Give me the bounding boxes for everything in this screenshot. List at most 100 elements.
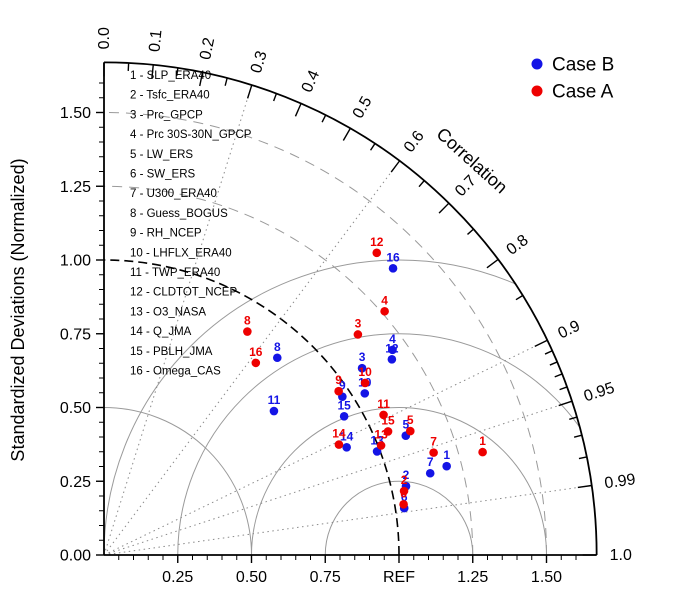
- point-label: 6: [401, 490, 408, 504]
- variable-list-item: 10 - LHFLX_ERA40: [130, 247, 232, 259]
- correlation-tick-label: 1.0: [610, 547, 632, 564]
- y-axis-title: Standardized Deviations (Normalized): [8, 158, 28, 461]
- point-label: 12: [385, 341, 399, 355]
- point-label: 2: [403, 468, 410, 482]
- data-point-case-a-9: [334, 386, 343, 396]
- correlation-tick: [577, 484, 592, 489]
- legend-marker: [531, 58, 543, 70]
- correlation-tick-label: 0.0: [96, 27, 113, 49]
- data-point-case-a-16: [251, 358, 261, 368]
- y-tick-label: 0.25: [60, 474, 91, 491]
- chart-graphics: 0.25 0.50 0.75 REF 1.25 1.500.000.250.500.751…: [60, 27, 637, 586]
- data-point-case-b-1: [442, 461, 451, 471]
- x-tick-label: 0.25: [162, 569, 193, 586]
- variable-list-item: 9 - RH_NCEP: [130, 228, 202, 240]
- data-point-case-a-6: [399, 500, 408, 509]
- y-tick-label: 0.75: [60, 326, 91, 343]
- point-label: 7: [427, 455, 434, 469]
- variable-list: 1 - SLP_ERA40 2 - Tsfc_ERA40 3 - Prc_GPCP 4…: [130, 70, 252, 378]
- x-tick-label: 1.50: [531, 569, 562, 586]
- variable-list-item: 16 - Omega_CAS: [130, 366, 221, 378]
- data-point-case-b-7: [425, 468, 435, 478]
- point-label: 12: [370, 235, 384, 249]
- x-tick-label: REF: [383, 569, 415, 586]
- data-point-case-a-4: [380, 306, 389, 316]
- legend-label: Case A: [552, 82, 614, 103]
- correlation-tick-label: 0.95: [582, 380, 617, 406]
- data-point-case-a-3: [353, 330, 363, 339]
- legend-item: Case B: [531, 55, 614, 76]
- point-label: 3: [359, 350, 366, 364]
- legend-marker: [531, 85, 543, 97]
- variable-list-item: 2 - Tsfc_ERA40: [130, 90, 210, 102]
- data-point-case-a-2: [399, 486, 409, 496]
- data-points-layer: 1234567891011121314151612345678910111213…: [243, 235, 487, 513]
- correlation-tick: [558, 400, 573, 407]
- correlation-tick: [559, 386, 568, 391]
- x-tick-label: 0.50: [236, 569, 267, 586]
- variable-list-item: 12 - CLDTOT_NCEP: [130, 287, 237, 299]
- correlation-tick: [486, 258, 499, 269]
- rms-arc: [251, 407, 547, 555]
- correlation-ray: [103, 339, 548, 556]
- data-point-case-a-1: [478, 447, 487, 457]
- rms-arc: [177, 333, 597, 555]
- correlation-tick-label: 0.2: [197, 36, 218, 61]
- point-label: 14: [340, 429, 354, 443]
- rms-arc: [104, 259, 597, 555]
- y-tick-label: 1.25: [60, 179, 91, 196]
- variable-list-item: 13 - O3_NASA: [130, 306, 206, 318]
- correlation-tick: [176, 67, 179, 76]
- ref-std-arc: [103, 259, 400, 556]
- point-label: 15: [337, 398, 351, 412]
- point-label: 1: [479, 434, 486, 448]
- legend-item: Case A: [531, 82, 614, 103]
- data-point-case-b-16: [388, 264, 398, 273]
- y-tick-label: 1.00: [60, 253, 91, 270]
- correlation-tick: [418, 180, 425, 188]
- correlation-tick: [369, 143, 376, 151]
- data-point-case-b-3: [357, 363, 367, 373]
- variable-list-item: 14 - Q_JMA: [130, 326, 192, 338]
- point-label: 5: [407, 413, 414, 427]
- y-tick-label: 0.00: [60, 548, 91, 565]
- correlation-tick: [573, 434, 583, 438]
- correlation-tick: [578, 456, 587, 460]
- variable-list-item: 1 - SLP_ERA40: [130, 70, 211, 82]
- point-label: 11: [268, 393, 281, 407]
- point-label: 15: [381, 413, 395, 427]
- correlation-tick-label: 0.6: [401, 128, 428, 156]
- variable-list-item: 5 - LW_ERS: [130, 149, 193, 161]
- data-point-case-a-5: [405, 426, 415, 436]
- y-tick-label: 1.50: [60, 105, 91, 122]
- rms-arc: [324, 480, 474, 555]
- correlation-tick-label: 0.1: [146, 29, 165, 53]
- variable-list-item: 15 - PBLH_JMA: [130, 346, 213, 358]
- variable-list-item: 8 - Guess_BOGUS: [130, 208, 228, 220]
- boundary-arc: [103, 61, 598, 556]
- point-label: 5: [402, 418, 409, 432]
- point-label: 14: [332, 427, 346, 441]
- variable-list-item: 4 - Prc 30S-30N_GPCP: [130, 129, 252, 141]
- correlation-tick: [321, 114, 327, 123]
- legend: Case B Case A: [531, 55, 614, 103]
- variable-list-item: 11 - TWP_ERA40: [130, 267, 220, 279]
- x-tick-label: 0.75: [310, 569, 341, 586]
- data-point-case-b-8: [272, 353, 282, 363]
- data-point-case-a-13: [376, 441, 386, 450]
- data-point-case-b-12: [387, 354, 397, 364]
- y-tick-label: 0.50: [60, 400, 91, 417]
- point-label: 16: [249, 345, 263, 359]
- correlation-tick: [549, 361, 558, 366]
- variable-list-item: 7 - U300_ERA40: [130, 188, 217, 200]
- data-point-case-b-15: [339, 412, 349, 421]
- data-point-case-b-14: [342, 442, 351, 452]
- correlation-tick: [554, 373, 563, 378]
- point-label: 9: [335, 373, 342, 387]
- correlation-ray: [103, 485, 592, 556]
- correlation-tick: [390, 160, 401, 173]
- data-point-case-a-8: [243, 327, 252, 336]
- point-label: 8: [244, 314, 251, 328]
- data-point-case-a-11: [379, 410, 388, 420]
- correlation-tick: [569, 416, 578, 420]
